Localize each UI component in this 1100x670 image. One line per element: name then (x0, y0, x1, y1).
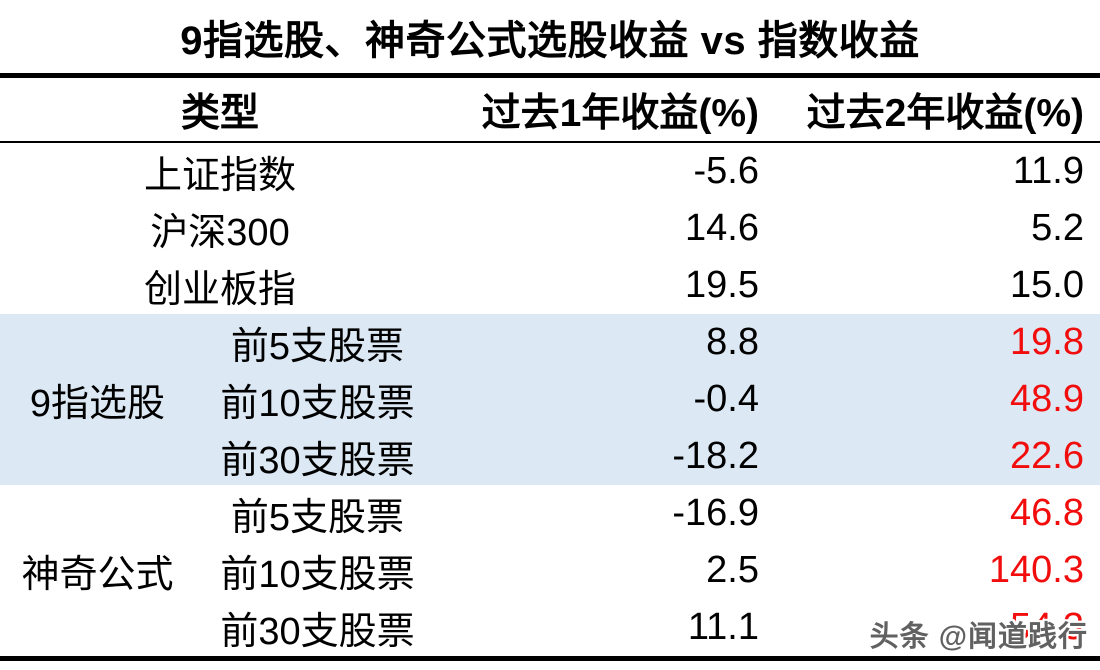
cell-2yr-value: 140.3 (988, 549, 1084, 591)
cell-name: 前10支股票 (220, 383, 415, 425)
cell-1yr-value: -0.4 (693, 378, 759, 420)
cell-2yr-value: 15.0 (1010, 264, 1084, 306)
table-row-csi300: 沪深300 14.6 5.2 (0, 200, 1100, 257)
header-1yr-return: 过去1年收益(%) (481, 91, 759, 135)
cell-name: 前5支股票 (230, 497, 405, 539)
header-divider-line (0, 141, 1100, 143)
cell-name: 前10支股票 (220, 554, 415, 596)
table-header-row: 类型 过去1年收益(%) 过去2年收益(%) (0, 78, 1100, 141)
table-row-9zhi-top5: 前5支股票 8.8 19.8 (195, 314, 1100, 371)
cell-1yr-value: -5.6 (693, 150, 759, 192)
cell-2yr-value: 48.9 (1010, 378, 1084, 420)
bottom-border-line (0, 656, 1100, 661)
cell-name: 前30支股票 (220, 440, 415, 482)
cell-2yr-value: 11.9 (1012, 150, 1084, 192)
cell-1yr-value: 11.1 (687, 606, 759, 648)
group-label-magic-formula: 神奇公式 (21, 554, 174, 596)
cell-1yr-value: -16.9 (672, 492, 759, 534)
page-title: 9指选股、神奇公式选股收益 vs 指数收益 (180, 18, 920, 63)
cell-1yr-value: 14.6 (685, 207, 759, 249)
header-type: 类型 (180, 91, 259, 135)
cell-2yr-value: 5.2 (1031, 207, 1084, 249)
cell-1yr-value: 2.5 (706, 549, 759, 591)
cell-2yr-value: 19.8 (1010, 321, 1084, 363)
table-row-magic-top5: 前5支股票 -16.9 46.8 (195, 485, 1100, 542)
table-row-9zhi-top10: 前10支股票 -0.4 48.9 (195, 371, 1100, 428)
cell-name: 上证指数 (143, 155, 296, 197)
group-9zhi-selection: 9指选股 前5支股票 8.8 19.8 前10支股票 -0.4 48.9 前30… (0, 314, 1100, 485)
table-row-magic-top10: 前10支股票 2.5 140.3 (195, 542, 1100, 599)
cell-1yr-value: -18.2 (672, 435, 759, 477)
table-row-magic-top30: 前30支股票 11.1 54.3 (195, 599, 1100, 656)
header-2yr-return: 过去2年收益(%) (806, 91, 1084, 135)
cell-name: 沪深300 (150, 212, 290, 254)
table-row-9zhi-top30: 前30支股票 -18.2 22.6 (195, 428, 1100, 485)
cell-name: 前5支股票 (230, 326, 405, 368)
cell-1yr-value: 8.8 (706, 321, 759, 363)
cell-2yr-value: 54.3 (1010, 606, 1084, 648)
cell-name: 前30支股票 (220, 611, 415, 653)
table-row-shanghai-index: 上证指数 -5.6 11.9 (0, 143, 1100, 200)
cell-2yr-value: 22.6 (1010, 435, 1084, 477)
group-rows: 前5支股票 -16.9 46.8 前10支股票 2.5 140.3 前30支股票… (195, 485, 1100, 656)
group-magic-formula: 神奇公式 前5支股票 -16.9 46.8 前10支股票 2.5 140.3 前… (0, 485, 1100, 656)
cell-2yr-value: 46.8 (1010, 492, 1084, 534)
toutiao-watermark: 头条 @闻道践行 (869, 621, 1088, 653)
group-label-9zhi: 9指选股 (29, 383, 166, 425)
title-divider-line (0, 73, 1100, 78)
table-row-chinext: 创业板指 19.5 15.0 (0, 257, 1100, 314)
group-rows: 前5支股票 8.8 19.8 前10支股票 -0.4 48.9 前30支股票 -… (195, 314, 1100, 485)
cell-1yr-value: 19.5 (685, 264, 759, 306)
cell-name: 创业板指 (143, 269, 296, 311)
